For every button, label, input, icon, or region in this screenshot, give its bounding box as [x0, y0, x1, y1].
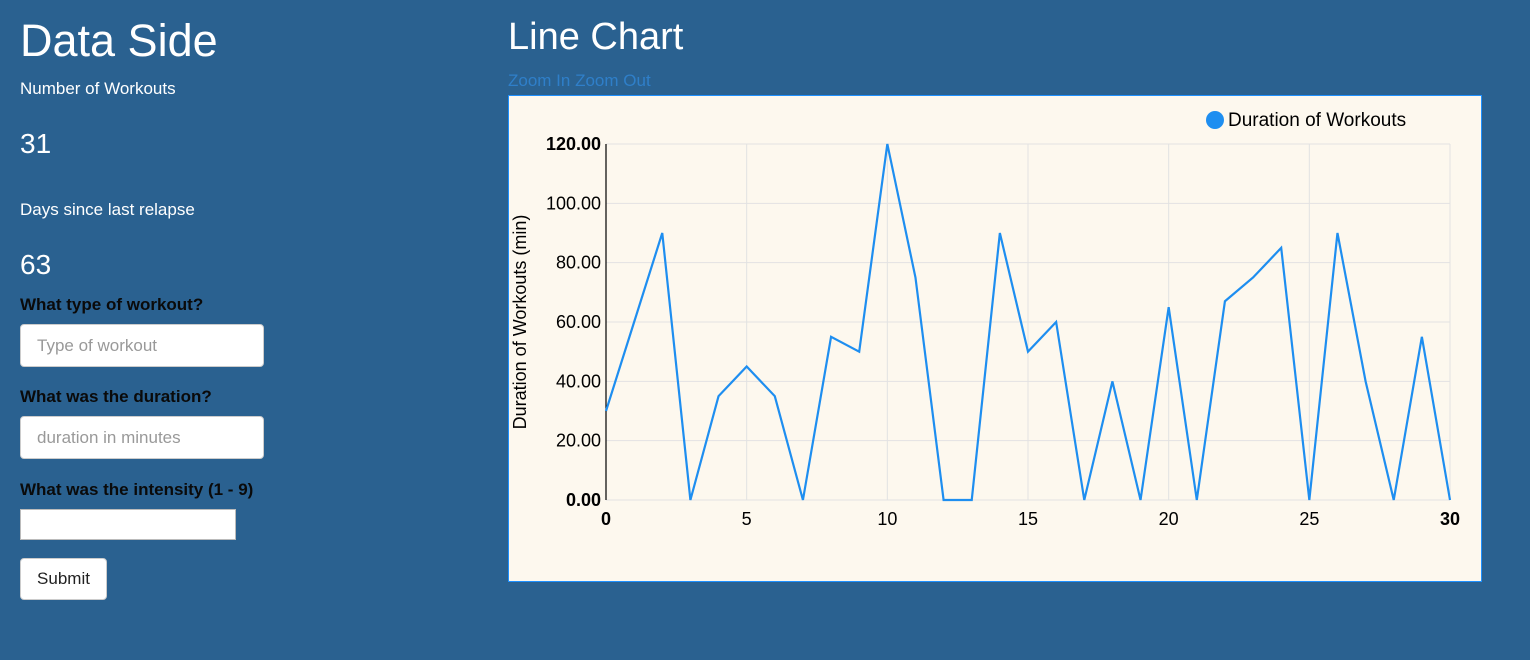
x-tick-label: 20 [1159, 509, 1179, 529]
page-title: Data Side [20, 15, 218, 66]
x-tick-label: 0 [601, 509, 611, 529]
workout-type-input[interactable] [20, 324, 264, 367]
legend-marker [1206, 111, 1224, 129]
x-tick-label: 10 [877, 509, 897, 529]
x-tick-label: 25 [1299, 509, 1319, 529]
relapse-value: 63 [20, 249, 52, 280]
workouts-value: 31 [20, 128, 52, 159]
x-tick-label: 5 [742, 509, 752, 529]
y-tick-label: 40.00 [556, 371, 601, 391]
zoom-controls: Zoom In Zoom Out [508, 71, 651, 91]
y-tick-label: 60.00 [556, 312, 601, 332]
duration-input[interactable] [20, 416, 264, 459]
intensity-input[interactable] [20, 509, 236, 540]
chart-heading: Line Chart [508, 16, 684, 58]
zoom-in-link[interactable]: Zoom In [508, 71, 571, 90]
y-tick-label: 80.00 [556, 253, 601, 273]
workouts-label: Number of Workouts [20, 79, 176, 98]
y-tick-label: 20.00 [556, 431, 601, 451]
intensity-label: What was the intensity (1 - 9) [20, 480, 254, 499]
x-tick-label: 30 [1440, 509, 1460, 529]
y-tick-label: 100.00 [546, 193, 601, 213]
zoom-out-link[interactable]: Zoom Out [575, 71, 651, 90]
y-tick-label: 0.00 [566, 490, 601, 510]
y-axis-label: Duration of Workouts (min) [510, 215, 530, 430]
x-tick-label: 15 [1018, 509, 1038, 529]
line-chart-svg: 0.00 20.00 40.00 60.00 80.00 100.00 120.00 0 5 10… [510, 110, 1460, 529]
legend-label: Duration of Workouts [1228, 110, 1406, 131]
workout-type-label: What type of workout? [20, 295, 204, 314]
series-line [604, 143, 1452, 502]
relapse-label: Days since last relapse [20, 200, 195, 219]
submit-button[interactable]: Submit [20, 558, 107, 600]
duration-label: What was the duration? [20, 387, 212, 406]
line-chart: 0.00 20.00 40.00 60.00 80.00 100.00 120.00 0 5 10… [508, 95, 1482, 582]
y-tick-label: 120.00 [546, 134, 601, 154]
